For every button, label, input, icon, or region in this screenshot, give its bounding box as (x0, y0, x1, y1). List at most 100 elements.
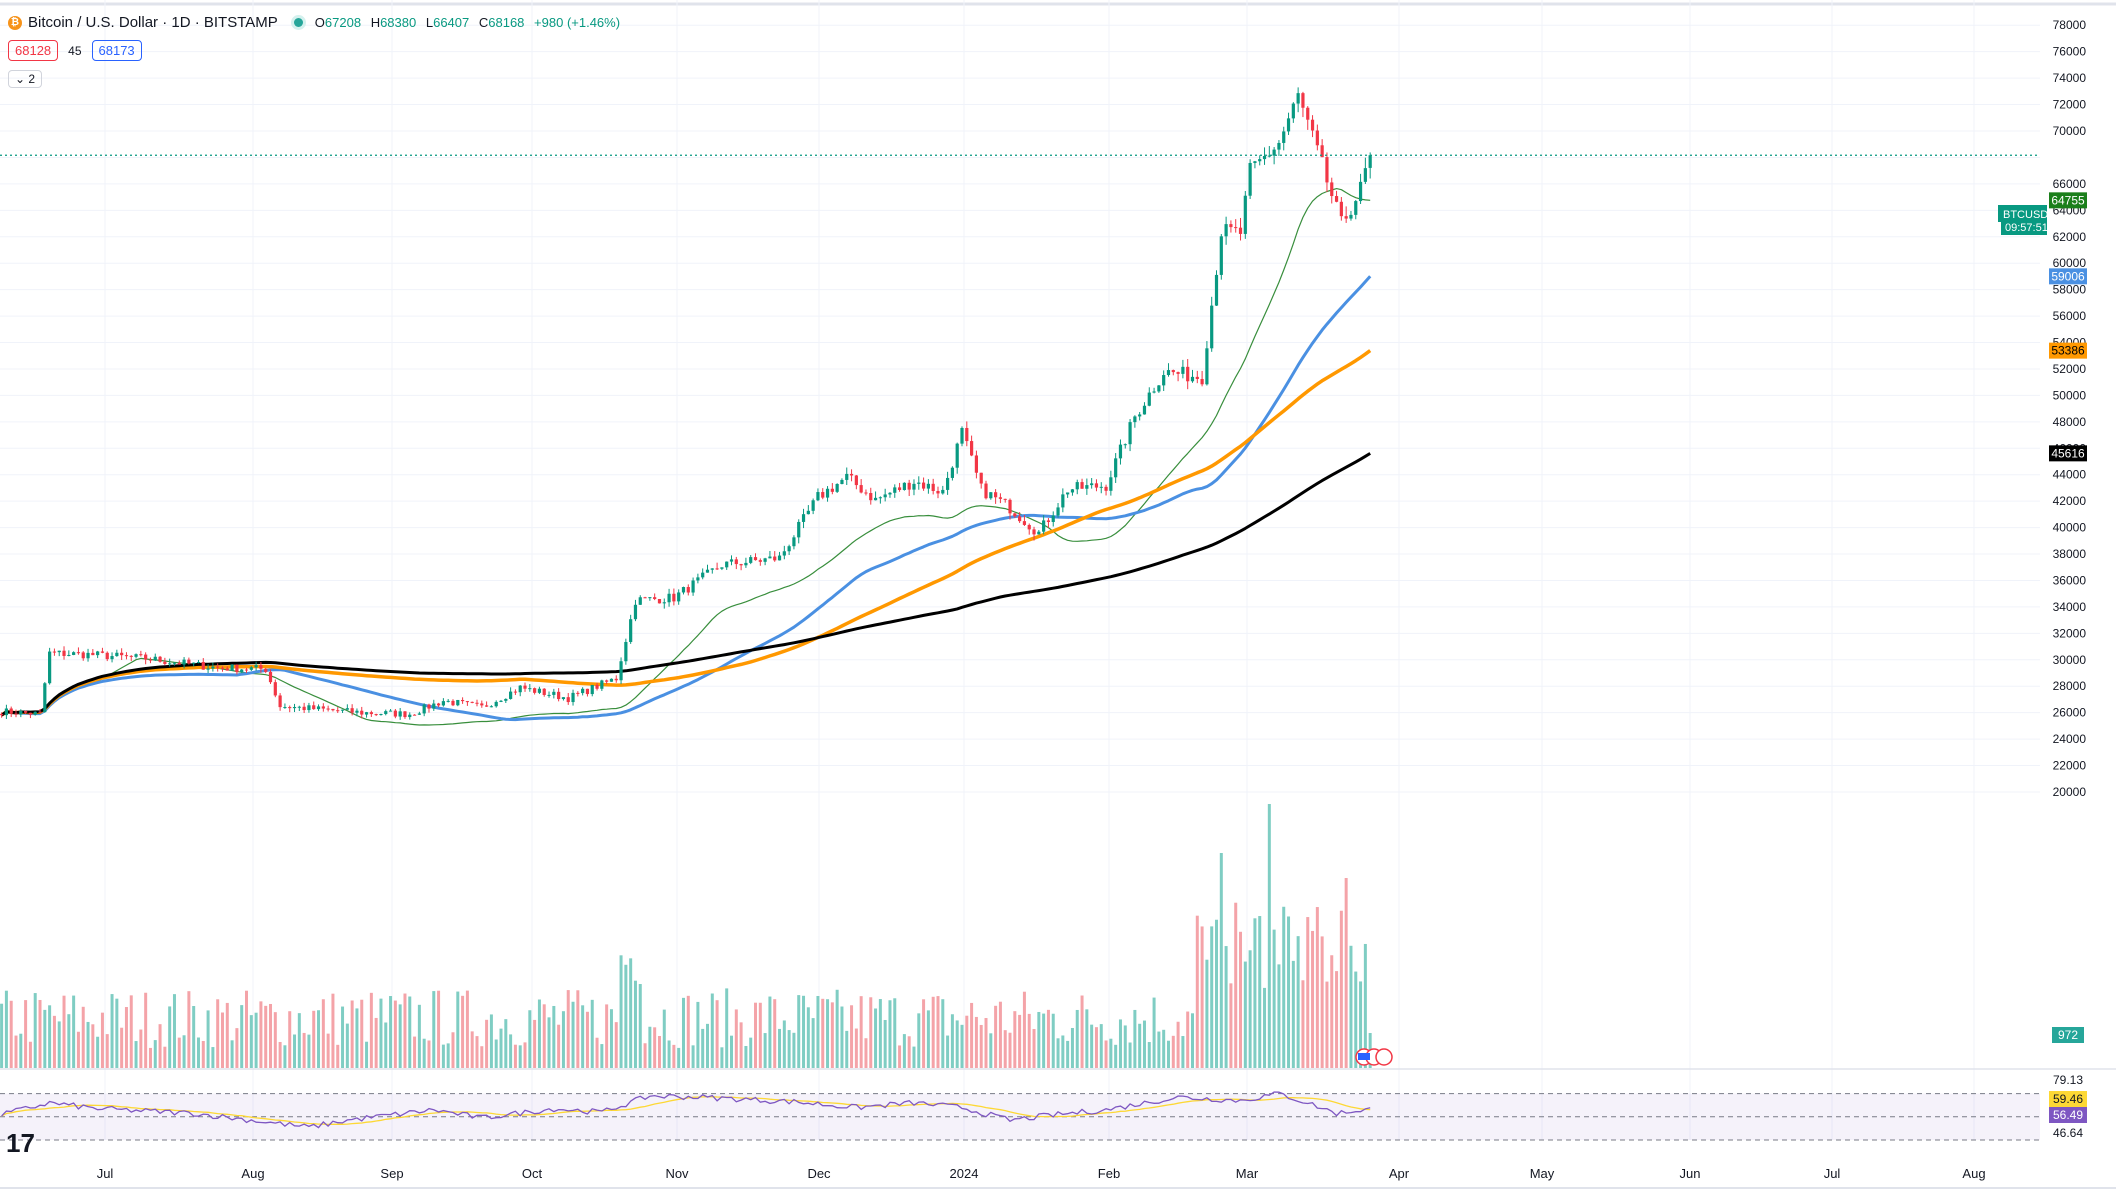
candle[interactable] (81, 651, 85, 661)
candle[interactable] (950, 466, 954, 481)
candle[interactable] (465, 700, 469, 706)
candle[interactable] (830, 483, 834, 495)
candle[interactable] (1214, 270, 1219, 306)
candle[interactable] (249, 666, 253, 671)
candle[interactable] (340, 709, 345, 713)
candle[interactable] (460, 697, 465, 704)
candle[interactable] (921, 477, 926, 491)
candle[interactable] (518, 685, 522, 697)
candle[interactable] (974, 450, 979, 479)
candle[interactable] (288, 705, 292, 713)
candle[interactable] (1109, 470, 1113, 496)
candle[interactable] (989, 492, 993, 500)
candle[interactable] (72, 651, 76, 656)
candle[interactable] (710, 568, 714, 574)
candle[interactable] (1070, 488, 1075, 496)
candle[interactable] (14, 709, 18, 718)
candle[interactable] (1162, 370, 1166, 392)
candle[interactable] (67, 650, 71, 657)
candle[interactable] (667, 588, 671, 607)
candle[interactable] (403, 711, 407, 719)
candle[interactable] (864, 489, 868, 496)
candle[interactable] (686, 584, 690, 596)
candle[interactable] (427, 703, 431, 713)
candle[interactable] (729, 555, 734, 566)
candle[interactable] (1133, 415, 1137, 428)
candle[interactable] (244, 667, 249, 673)
candle[interactable] (970, 435, 974, 457)
candle[interactable] (528, 684, 532, 692)
candle[interactable] (773, 551, 777, 562)
candle[interactable] (1128, 419, 1132, 452)
candle[interactable] (566, 693, 570, 705)
candle[interactable] (364, 711, 369, 718)
candle[interactable] (979, 472, 983, 489)
candle[interactable] (1147, 387, 1151, 407)
candle[interactable] (422, 703, 426, 717)
candle[interactable] (1210, 296, 1214, 352)
candle[interactable] (638, 595, 642, 605)
candle[interactable] (561, 697, 566, 701)
candle[interactable] (782, 545, 786, 560)
candle[interactable] (1258, 155, 1262, 166)
candle[interactable] (509, 687, 513, 700)
candle[interactable] (763, 557, 767, 566)
candle[interactable] (657, 598, 662, 604)
candle[interactable] (158, 655, 162, 663)
candle[interactable] (715, 562, 719, 570)
candle[interactable] (355, 708, 359, 717)
candle[interactable] (552, 688, 556, 699)
candle[interactable] (24, 710, 28, 714)
candle[interactable] (1114, 453, 1118, 483)
candle[interactable] (1205, 341, 1209, 386)
candle[interactable] (1046, 518, 1051, 528)
candle[interactable] (76, 647, 81, 655)
candle[interactable] (86, 648, 90, 662)
candle[interactable] (1229, 220, 1233, 233)
candle[interactable] (734, 556, 738, 570)
candle[interactable] (629, 614, 633, 644)
candle[interactable] (129, 655, 133, 662)
candle[interactable] (648, 596, 652, 601)
candle[interactable] (1253, 160, 1257, 169)
candle[interactable] (336, 707, 340, 714)
candle[interactable] (38, 709, 42, 713)
candle[interactable] (720, 567, 724, 571)
candle[interactable] (1138, 412, 1142, 421)
candle[interactable] (225, 666, 229, 671)
candle[interactable] (1018, 512, 1022, 523)
candle[interactable] (1118, 439, 1123, 465)
candle[interactable] (758, 558, 762, 566)
candle[interactable] (1181, 359, 1185, 379)
candle[interactable] (1306, 106, 1310, 130)
candle[interactable] (417, 711, 421, 715)
candle[interactable] (614, 675, 618, 683)
candle[interactable] (220, 666, 225, 672)
candle[interactable] (984, 480, 988, 500)
candle[interactable] (499, 699, 503, 703)
candle[interactable] (1282, 126, 1286, 151)
candle[interactable] (701, 568, 705, 580)
candle[interactable] (609, 678, 614, 682)
candle[interactable] (1008, 498, 1012, 520)
candle[interactable] (105, 651, 109, 662)
candle[interactable] (360, 706, 364, 719)
candle[interactable] (873, 491, 878, 501)
candle[interactable] (643, 596, 647, 599)
candle[interactable] (653, 593, 657, 601)
candle[interactable] (216, 663, 220, 672)
candle[interactable] (1061, 488, 1065, 513)
candle[interactable] (1238, 217, 1243, 241)
candle[interactable] (600, 679, 604, 691)
candle[interactable] (28, 712, 33, 719)
candle[interactable] (331, 708, 335, 712)
candle[interactable] (230, 664, 234, 672)
candle[interactable] (494, 700, 498, 708)
candle[interactable] (345, 704, 349, 710)
candle[interactable] (1123, 443, 1127, 449)
candle[interactable] (801, 508, 806, 529)
candle[interactable] (254, 661, 258, 671)
candle[interactable] (590, 684, 594, 697)
candle[interactable] (172, 662, 177, 666)
candle[interactable] (1003, 498, 1007, 503)
